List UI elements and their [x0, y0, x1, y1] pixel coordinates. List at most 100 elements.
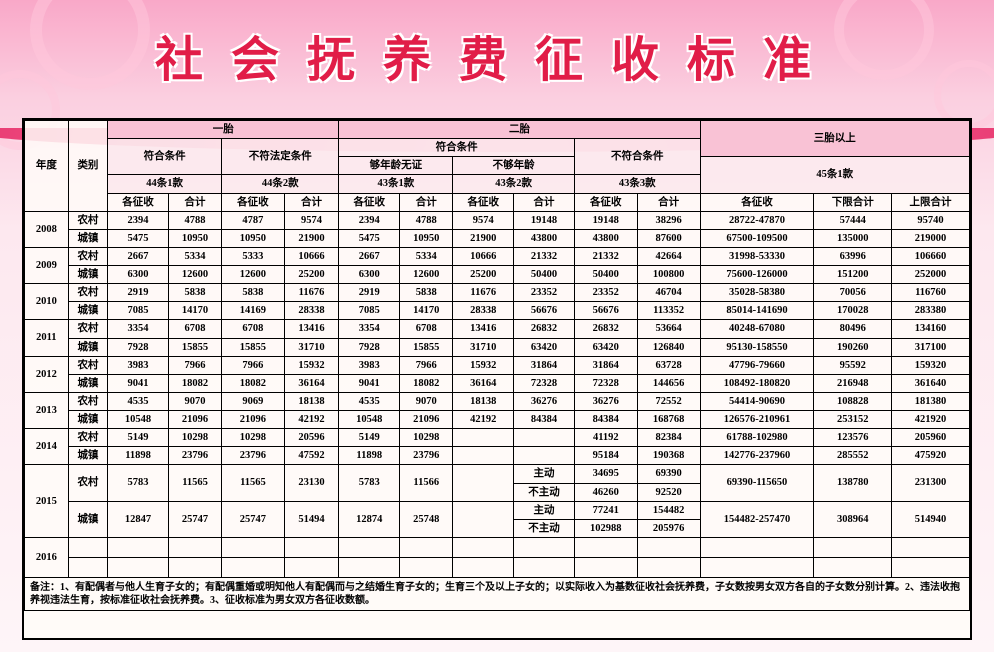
data-cell: 361640 [892, 374, 970, 392]
data-cell: 253152 [814, 411, 892, 429]
header-cell: 不符法定条件 [222, 139, 339, 175]
data-cell: 10548 [108, 411, 169, 429]
data-cell: 农村 [68, 284, 107, 302]
data-cell: 5783 [108, 465, 169, 501]
data-cell: 102988 [574, 519, 637, 537]
data-cell: 154482-257470 [700, 501, 814, 537]
data-cell: 11566 [400, 465, 453, 501]
data-cell: 12874 [339, 501, 400, 537]
data-cell: 6708 [168, 320, 221, 338]
data-cell: 城镇 [68, 338, 107, 356]
data-cell [108, 537, 169, 557]
data-cell: 2394 [108, 211, 169, 229]
data-cell: 216948 [814, 374, 892, 392]
header-cell: 不够年龄 [453, 157, 574, 175]
data-cell: 77241 [574, 501, 637, 519]
data-cell: 9574 [284, 211, 339, 229]
data-cell [514, 537, 575, 557]
data-cell: 135000 [814, 229, 892, 247]
header-cell: 符合条件 [108, 139, 222, 175]
data-cell: 18082 [168, 374, 221, 392]
data-cell: 70056 [814, 284, 892, 302]
data-cell: 9070 [400, 392, 453, 410]
data-cell [514, 429, 575, 447]
data-cell: 31864 [514, 356, 575, 374]
data-cell: 36276 [574, 392, 637, 410]
data-cell: 主动 [514, 501, 575, 519]
header-cell: 各征收 [339, 193, 400, 211]
data-cell: 9574 [453, 211, 514, 229]
data-cell: 95592 [814, 356, 892, 374]
data-cell: 25200 [284, 266, 339, 284]
data-cell: 2667 [339, 247, 400, 265]
data-cell: 5838 [400, 284, 453, 302]
data-cell: 57444 [814, 211, 892, 229]
data-cell: 50400 [514, 266, 575, 284]
data-cell: 9069 [222, 392, 284, 410]
data-cell: 31710 [284, 338, 339, 356]
data-cell: 7928 [339, 338, 400, 356]
data-cell: 46260 [574, 483, 637, 501]
data-cell: 190260 [814, 338, 892, 356]
data-cell [453, 447, 514, 465]
data-cell: 农村 [68, 247, 107, 265]
data-cell [453, 465, 514, 501]
data-cell: 87600 [637, 229, 700, 247]
header-cell: 45条1款 [700, 157, 969, 193]
data-cell: 3354 [108, 320, 169, 338]
data-cell: 城镇 [68, 411, 107, 429]
data-cell [400, 557, 453, 577]
data-cell: 168768 [637, 411, 700, 429]
data-cell: 170028 [814, 302, 892, 320]
data-cell: 95130-158550 [700, 338, 814, 356]
header-cell: 年度 [25, 121, 69, 212]
data-cell: 31864 [574, 356, 637, 374]
header-cell: 44条1款 [108, 175, 222, 193]
data-cell: 5334 [168, 247, 221, 265]
header-cell: 合计 [400, 193, 453, 211]
data-cell [453, 557, 514, 577]
data-cell: 5334 [400, 247, 453, 265]
data-cell [339, 557, 400, 577]
data-cell: 9070 [168, 392, 221, 410]
data-cell: 54414-90690 [700, 392, 814, 410]
data-cell [700, 537, 814, 557]
data-cell: 26832 [514, 320, 575, 338]
data-cell [168, 557, 221, 577]
data-cell: 21332 [514, 247, 575, 265]
header-cell: 合计 [514, 193, 575, 211]
data-cell: 10298 [222, 429, 284, 447]
data-cell [453, 501, 514, 537]
data-cell [68, 537, 107, 557]
data-cell: 28722-47870 [700, 211, 814, 229]
data-cell: 3354 [339, 320, 400, 338]
data-cell: 6300 [339, 266, 400, 284]
header-cell: 各征收 [453, 193, 514, 211]
data-cell [108, 557, 169, 577]
data-cell: 36276 [514, 392, 575, 410]
data-cell: 10666 [453, 247, 514, 265]
data-cell: 5838 [222, 284, 284, 302]
data-cell: 126840 [637, 338, 700, 356]
data-cell: 116760 [892, 284, 970, 302]
data-cell: 63420 [514, 338, 575, 356]
data-cell: 14170 [400, 302, 453, 320]
data-cell: 56676 [574, 302, 637, 320]
data-cell: 13416 [453, 320, 514, 338]
data-cell: 农村 [68, 429, 107, 447]
data-cell [637, 557, 700, 577]
data-cell: 9041 [339, 374, 400, 392]
data-cell: 农村 [68, 320, 107, 338]
data-cell: 18082 [222, 374, 284, 392]
data-cell: 190368 [637, 447, 700, 465]
data-cell: 3983 [339, 356, 400, 374]
data-cell: 15932 [453, 356, 514, 374]
data-cell: 84384 [574, 411, 637, 429]
data-cell: 6300 [108, 266, 169, 284]
data-cell [453, 537, 514, 557]
data-cell: 67500-109500 [700, 229, 814, 247]
data-cell: 9041 [108, 374, 169, 392]
data-cell: 159320 [892, 356, 970, 374]
data-cell: 25200 [453, 266, 514, 284]
data-cell: 317100 [892, 338, 970, 356]
